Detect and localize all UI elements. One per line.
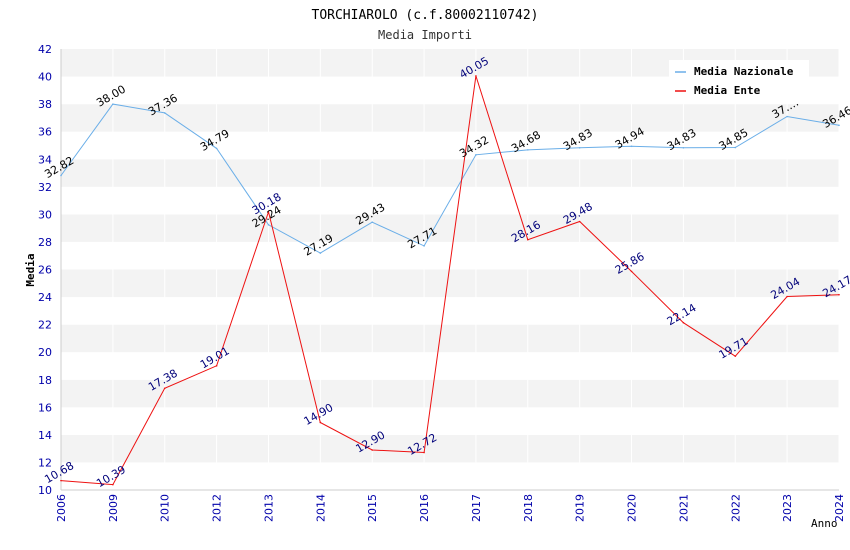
x-tick-label: 2023 — [781, 494, 794, 522]
data-point — [60, 174, 62, 177]
y-axis-label: Media — [24, 253, 37, 286]
x-tick-label: 2014 — [314, 494, 327, 522]
y-tick-label: 20 — [38, 346, 52, 359]
grid-bands — [60, 49, 840, 490]
x-tick-label: 2015 — [366, 494, 379, 522]
grid-band — [61, 352, 839, 380]
y-tick-label: 24 — [38, 291, 52, 304]
data-point — [578, 147, 581, 149]
data-point — [423, 451, 425, 454]
grid-band — [61, 379, 839, 408]
data-point — [527, 149, 529, 151]
series-line-media-ente — [60, 75, 840, 486]
grid-band — [61, 434, 839, 463]
data-point — [786, 295, 788, 298]
x-tick-label: 2017 — [470, 494, 483, 522]
chart-title: TORCHIAROLO (c.f.80002110742) — [312, 8, 539, 23]
grid-band — [61, 462, 839, 490]
y-tick-label: 42 — [38, 43, 52, 56]
x-tick-label: 2012 — [211, 494, 224, 522]
data-point — [838, 293, 840, 296]
x-axis-label: Anno — [811, 517, 838, 530]
x-tick-label: 2013 — [262, 494, 275, 522]
y-tick-label: 30 — [38, 208, 52, 221]
x-tick-label: 2019 — [574, 494, 587, 522]
y-tick-label: 38 — [38, 98, 52, 111]
legend-entry: Media Nazionale — [694, 65, 794, 78]
data-point — [371, 221, 374, 224]
data-point — [838, 124, 840, 127]
y-tick-labels: 10 12 14 16 18 20 22 24 26 28 30 32 34 36 38 40 42 — [38, 43, 52, 497]
y-tick-label: 16 — [38, 401, 52, 414]
x-tick-label: 2009 — [107, 494, 120, 522]
series-line-media-nazionale — [60, 103, 840, 254]
data-point — [630, 270, 633, 273]
x-tick-label: 2020 — [626, 494, 639, 522]
data-point — [60, 479, 62, 482]
y-tick-label: 34 — [38, 153, 52, 166]
data-point — [423, 245, 425, 247]
x-tick-labels: 2006 2009 2010 2012 2013 2014 2015 2016 2017 2018… — [55, 494, 846, 522]
y-tick-label: 26 — [38, 264, 52, 277]
data-point — [682, 147, 685, 149]
x-tick-label: 2024 — [833, 494, 846, 522]
y-tick-label: 14 — [38, 429, 52, 442]
data-point — [527, 238, 529, 241]
y-tick-label: 18 — [38, 374, 52, 387]
axes — [60, 49, 839, 491]
grid-band — [61, 214, 839, 242]
data-point — [630, 145, 633, 148]
y-tick-label: 10 — [38, 484, 52, 497]
grid-band — [61, 269, 839, 298]
x-tick-label: 2016 — [418, 494, 431, 522]
series-lines — [60, 75, 840, 486]
data-point — [215, 147, 218, 150]
legend-box — [669, 60, 809, 102]
grid-band — [61, 104, 839, 132]
grid-band — [61, 131, 839, 160]
data-point — [163, 387, 166, 390]
data-point — [734, 146, 737, 149]
y-tick-label: 12 — [38, 456, 52, 469]
grid-band — [61, 159, 839, 187]
grid-band — [61, 407, 839, 435]
grid-band — [61, 324, 839, 353]
y-tick-label: 40 — [38, 71, 52, 84]
x-tick-label: 2010 — [159, 494, 172, 522]
data-point — [475, 75, 477, 77]
data-point — [267, 224, 270, 226]
chart-subtitle: Media Importi — [378, 28, 472, 42]
data-point — [578, 220, 581, 223]
legend: Media Nazionale Media Ente — [669, 60, 809, 102]
data-point — [319, 252, 322, 254]
x-tick-label: 2022 — [729, 494, 742, 522]
data-point — [319, 421, 322, 424]
x-tick-label: 2021 — [677, 494, 690, 522]
data-point — [475, 154, 477, 156]
data-point — [163, 112, 166, 114]
legend-entry: Media Ente — [694, 84, 761, 97]
y-tick-label: 32 — [38, 181, 52, 194]
grid-band — [61, 297, 839, 325]
x-tick-label: 2006 — [55, 494, 68, 522]
x-tick-label: 2018 — [522, 494, 535, 522]
data-point — [112, 103, 114, 105]
data-point — [371, 449, 374, 451]
data-point — [734, 355, 737, 357]
data-point — [112, 483, 114, 486]
y-tick-label: 36 — [38, 126, 52, 139]
y-tick-label: 22 — [38, 319, 52, 332]
data-point — [682, 321, 685, 324]
data-point — [267, 211, 270, 213]
y-tick-label: 28 — [38, 236, 52, 249]
data-point — [786, 115, 788, 118]
data-point — [215, 365, 218, 367]
